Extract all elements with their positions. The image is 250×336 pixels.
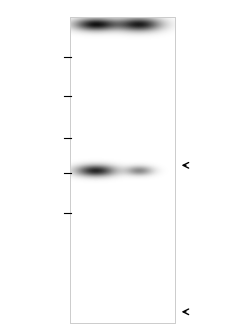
Text: ACTB: ACTB	[194, 305, 227, 318]
Bar	[175, 0, 250, 336]
Text: TARDBP: TARDBP	[194, 159, 244, 172]
Text: 2: 2	[135, 1, 145, 16]
Bar	[70, 17, 175, 323]
Bar	[70, 17, 175, 323]
Text: 95: 95	[39, 51, 55, 64]
Text: 55: 55	[39, 131, 55, 144]
Bar	[70, 323, 175, 336]
Text: 1: 1	[92, 1, 101, 16]
Bar	[70, 0, 175, 17]
Text: 34: 34	[39, 207, 55, 220]
Bar	[0, 0, 70, 336]
Bar	[70, 17, 175, 323]
Text: 72: 72	[39, 89, 55, 102]
Text: 43: 43	[39, 167, 55, 179]
